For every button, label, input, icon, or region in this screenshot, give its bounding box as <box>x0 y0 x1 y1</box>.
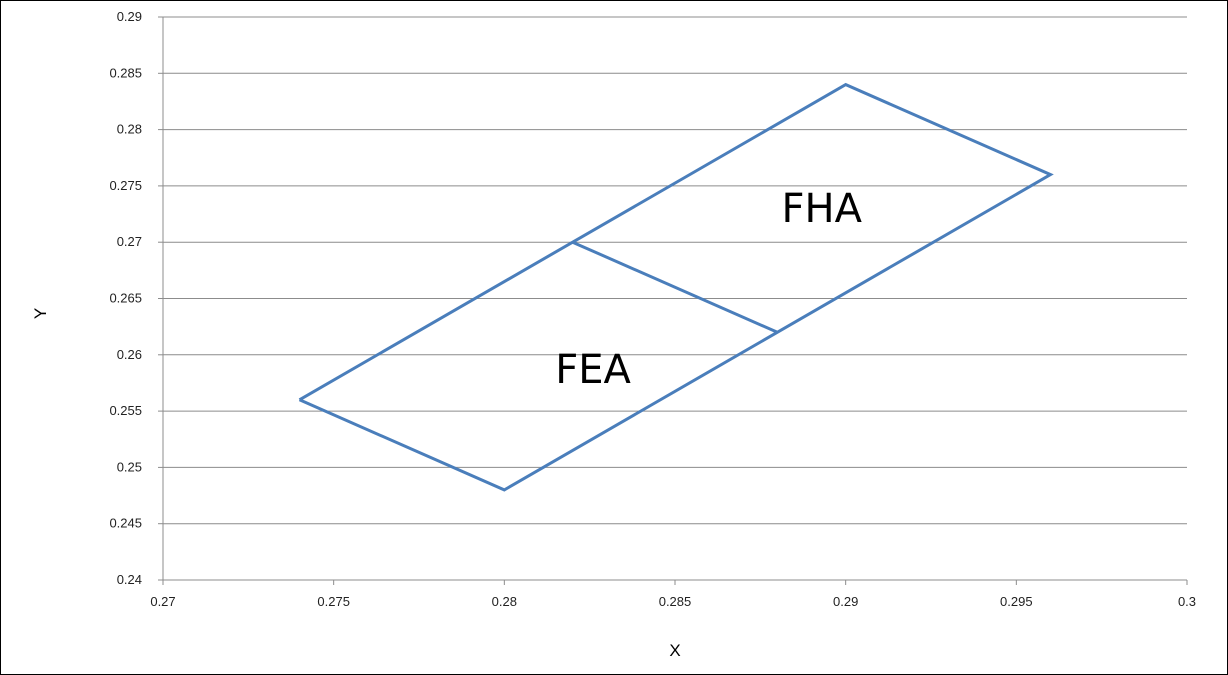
gridlines <box>163 16 1187 525</box>
x-tick-label: 0.28 <box>492 594 517 609</box>
y-tick-labels: 0.24 0.245 0.25 0.255 0.26 0.265 0.27 0.275 0.28… <box>109 9 142 587</box>
series-line-2 <box>571 240 779 334</box>
y-tick-label: 0.26 <box>117 347 142 362</box>
x-tick-label: 0.295 <box>1000 594 1033 609</box>
x-tick-label: 0.27 <box>150 594 175 609</box>
x-tick-labels: 0.27 0.275 0.28 0.285 0.29 0.295 0.3 <box>150 594 1196 609</box>
y-tick-label: 0.265 <box>109 291 142 306</box>
y-tick-label: 0.245 <box>109 516 142 531</box>
y-tick-label: 0.285 <box>109 65 142 80</box>
series-lines <box>298 82 1054 492</box>
x-tick-label: 0.3 <box>1178 594 1196 609</box>
region-labels: FHA FEA <box>555 186 862 393</box>
y-tick-label: 0.29 <box>117 9 142 24</box>
y-tick-label: 0.255 <box>109 403 142 418</box>
series-line-1 <box>298 82 1054 492</box>
x-tick-label: 0.275 <box>317 594 350 609</box>
y-tick-label: 0.27 <box>117 234 142 249</box>
y-tick-label: 0.28 <box>117 122 142 137</box>
y-axis-label: Y <box>31 308 50 319</box>
y-tick-label: 0.25 <box>117 459 142 474</box>
x-axis-label: X <box>669 641 680 660</box>
y-tick-label: 0.275 <box>109 178 142 193</box>
x-tick-label: 0.29 <box>833 594 858 609</box>
y-tick-label: 0.24 <box>117 572 142 587</box>
region-label-fha: FHA <box>782 186 863 232</box>
axes <box>158 16 1188 585</box>
region-label-fea: FEA <box>555 347 631 393</box>
x-tick-label: 0.285 <box>659 594 692 609</box>
